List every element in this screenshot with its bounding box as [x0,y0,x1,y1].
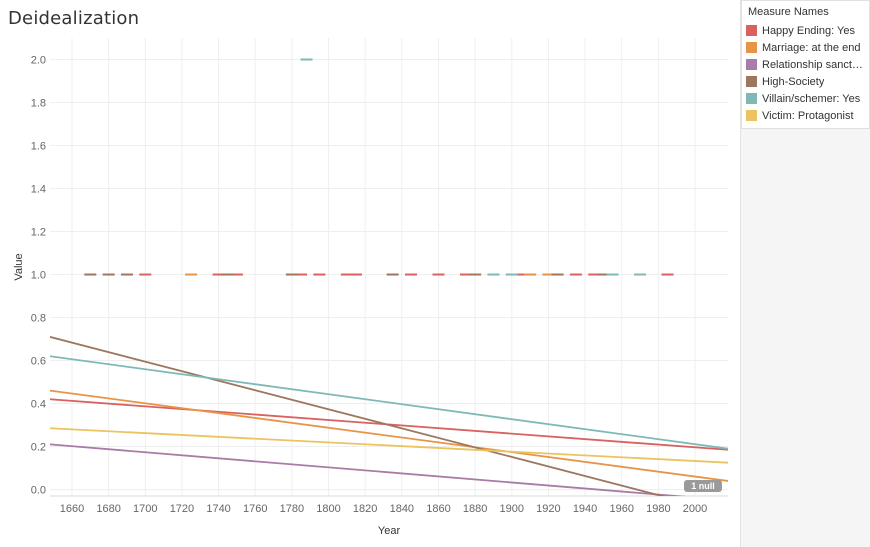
legend-swatch [746,59,757,70]
legend-panel: Measure Names Happy Ending: Yes Marriage:… [740,0,870,547]
y-tick-label: 0.2 [31,442,46,454]
y-tick-label: 0.6 [31,356,46,368]
x-tick-label: 1980 [646,503,670,515]
x-tick-label: 1860 [426,503,450,515]
trend-line[interactable] [50,389,728,482]
legend-label: High-Society [762,75,825,88]
y-tick-label: 1.2 [31,227,46,239]
legend-swatch [746,110,757,121]
x-tick-label: 1740 [206,503,230,515]
x-tick-label: 1780 [280,503,304,515]
legend-item[interactable]: Happy Ending: Yes [742,22,869,39]
legend-item[interactable]: Relationship sanctio.. [742,56,869,73]
x-tick-label: 1940 [573,503,597,515]
legend-title: Measure Names [748,6,829,18]
x-tick-label: 1800 [316,503,340,515]
legend-label: Happy Ending: Yes [762,24,855,37]
chart-plot[interactable]: 1660 1680 1700 1720 1740 1760 1780 1800 1820 1840… [0,0,740,547]
trend-line[interactable] [50,443,728,500]
legend-label: Relationship sanctio.. [762,58,865,71]
legend: Measure Names Happy Ending: Yes Marriage:… [741,0,870,129]
y-tick-label: 0.0 [31,485,46,497]
null-indicator[interactable] [684,480,722,492]
trend-line[interactable] [50,355,728,450]
x-tick-label: 1840 [390,503,414,515]
x-tick-label: 1820 [353,503,377,515]
x-tick-label: 1760 [243,503,267,515]
x-tick-label: 1960 [609,503,633,515]
legend-label: Villain/schemer: Yes [762,92,861,105]
x-tick-label: 1880 [463,503,487,515]
legend-swatch [746,42,757,53]
y-tick-label: 0.8 [31,313,46,325]
legend-swatch [746,76,757,87]
null-indicator-label: 1 null [691,481,715,491]
legend-item[interactable]: High-Society [742,73,869,90]
x-tick-label: 1900 [500,503,524,515]
y-tick-label: 1.4 [31,184,46,196]
x-tick-label: 1920 [536,503,560,515]
y-tick-label: 1.0 [31,270,46,282]
legend-label: Marriage: at the end [762,41,861,54]
x-tick-label: 1660 [60,503,84,515]
y-axis-title: Value [13,253,25,280]
legend-swatch [746,93,757,104]
y-tick-label: 0.4 [31,399,46,411]
legend-label: Victim: Protagonist [762,109,854,122]
legend-swatch [746,25,757,36]
x-tick-label: 1700 [133,503,157,515]
y-tick-label: 1.8 [31,98,46,110]
trend-line[interactable] [50,427,728,464]
legend-item[interactable]: Victim: Protagonist [742,107,869,124]
y-tick-label: 2.0 [31,55,46,67]
x-tick-label: 2000 [683,503,707,515]
chart-title: Deidealization [8,8,140,29]
x-tick-label: 1680 [96,503,120,515]
legend-item[interactable]: Marriage: at the end [742,39,869,56]
x-tick-label: 1720 [170,503,194,515]
x-axis-title: Year [378,525,401,537]
legend-item[interactable]: Villain/schemer: Yes [742,90,869,107]
trend-line[interactable] [50,336,728,513]
y-tick-label: 1.6 [31,141,46,153]
